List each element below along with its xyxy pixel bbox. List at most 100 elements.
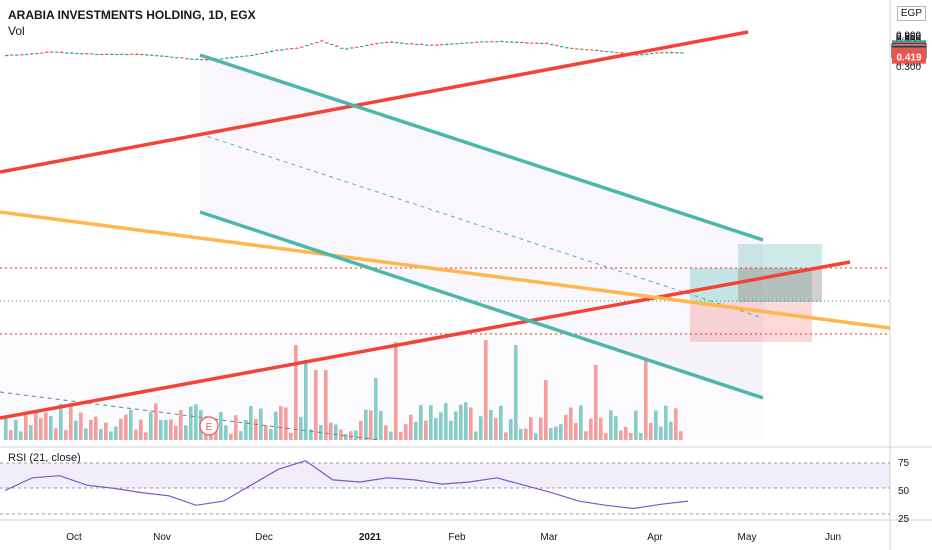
candle-body [240,56,244,58]
candle-body [115,54,119,56]
volume-bar [299,416,303,440]
volume-bar [259,408,263,440]
candle-body [460,42,464,44]
candle-body [485,41,489,43]
volume-bar [594,365,598,440]
candle-body [615,52,619,54]
candle-body [200,59,204,61]
volume-bar [224,425,228,440]
candle-body [415,44,419,46]
volume-bar [639,433,643,440]
volume-bar [19,431,23,440]
volume-bar [404,424,408,440]
candle-body [535,42,539,44]
candle-body [285,48,289,50]
candle-body [325,42,329,44]
volume-label: Vol [8,24,25,38]
volume-bar [144,432,148,440]
volume-bar [249,406,253,440]
volume-bar [464,402,468,440]
candle-body [20,54,24,56]
candle-body [675,52,679,54]
volume-bar [439,412,443,440]
candle-body [5,55,9,57]
volume-bar [314,370,318,440]
upper-trendline [0,30,749,174]
currency-badge[interactable]: EGP [896,6,926,21]
channel-upper [199,53,764,242]
candle-body [530,42,534,44]
volume-bar [9,430,13,440]
volume-bar [554,426,558,440]
candle-body [665,52,669,54]
volume-bar [254,418,258,440]
time-tick-label: Apr [647,532,663,543]
candle-body [445,43,449,45]
candle-body [225,57,229,59]
rsi-title: RSI (21, close) [8,452,81,464]
candle-body [420,43,424,45]
candle-body [465,42,469,44]
rsi-tick-label: 75 [898,458,910,469]
candle-body [470,42,474,44]
candle-body [255,53,259,55]
candle-body [205,59,209,61]
volume-bar [129,409,133,440]
candle-body [590,49,594,51]
price-tick-label: 0.850 [896,32,921,43]
volume-bar [649,422,653,440]
volume-bar [389,431,393,440]
candle-body [565,47,569,49]
volume-bar [359,420,363,440]
candle-body [15,54,19,56]
candle-body [300,46,304,48]
candle-body [195,58,199,60]
volume-bar [674,408,678,440]
volume-bar [219,412,223,440]
volume-bar [324,370,328,440]
price-tick-label: 0.800 [896,34,921,45]
candle-body [175,57,179,59]
candle-body [180,57,184,59]
candle-body [145,54,149,56]
volume-bar [624,426,628,440]
candle-body [550,44,554,46]
volume-bar [669,421,673,440]
volume-bar [534,433,538,440]
candle-body [190,58,194,60]
time-tick-label: Oct [66,532,82,543]
candle-body [390,41,394,43]
volume-bar [399,431,403,440]
candle-body [265,52,269,54]
volume-bar [364,409,368,440]
volume-bar [89,419,93,440]
candle-body [520,41,524,43]
candle-body [30,53,34,55]
volume-bar [184,425,188,440]
volume-bar [379,411,383,440]
volume-bar [339,429,343,440]
candle-body [105,53,109,55]
candle-body [90,53,94,55]
candle-body [575,48,579,50]
candle-body [405,43,409,45]
volume-bar [294,345,298,440]
candle-body [495,41,499,43]
volume-bar [109,431,113,440]
volume-bar [564,414,568,440]
rsi-tick-label: 50 [898,486,910,497]
volume-bar [409,414,413,440]
volume-bar [274,411,278,440]
earnings-marker-icon[interactable] [199,416,219,436]
candle-body [670,52,674,54]
candle-body [455,43,459,45]
volume-bar [539,417,543,440]
candle-body [545,42,549,44]
volume-bar [469,407,473,440]
candle-body [410,43,414,45]
candle-body [640,54,644,56]
volume-bar [354,430,358,440]
candle-body [25,54,29,56]
volume-bar [374,378,378,440]
